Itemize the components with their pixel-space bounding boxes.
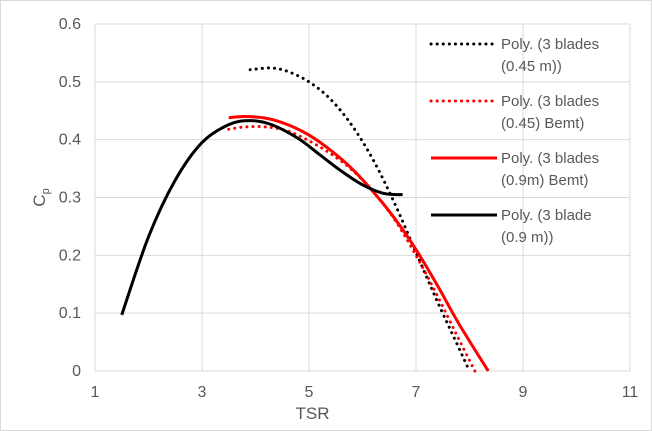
series-line-1: [248, 66, 471, 373]
y-axis-title-subscript: p: [40, 188, 52, 194]
y-tick-label: 0.6: [59, 16, 81, 33]
y-tick-label: 0.3: [59, 190, 81, 207]
y-tick-label: 0.5: [59, 74, 81, 91]
legend-label-4: (0.9 m)): [501, 229, 554, 246]
y-tick-label: 0.1: [59, 305, 81, 322]
series-line-3: [228, 115, 490, 372]
x-tick-label: 1: [91, 384, 100, 401]
legend-label-2: Poly. (3 blades: [501, 93, 599, 110]
legend-label-3: Poly. (3 blades: [501, 150, 599, 167]
legend-label-3: (0.9m) Bemt): [501, 172, 589, 189]
y-tick-label: 0: [72, 363, 81, 380]
x-axis-title: TSR: [296, 404, 330, 423]
y-axis-title-main: C: [30, 194, 49, 206]
x-tick-label: 9: [519, 384, 528, 401]
series-group: [120, 66, 490, 373]
series-line-2: [227, 125, 477, 373]
legend: Poly. (3 blades (0.45 m)) Poly. (3 blades (…: [429, 36, 599, 246]
axes: 0 0.1 0.2 0.3 0.4 0.5 0.6 1 3 5 7 9 11: [59, 16, 639, 401]
legend-label-1: Poly. (3 blades: [501, 36, 599, 53]
y-axis-title: Cp: [30, 188, 52, 206]
x-tick-label: 7: [412, 384, 421, 401]
x-tick-label: 5: [305, 384, 314, 401]
x-tick-label: 11: [622, 384, 639, 401]
y-tick-label: 0.4: [59, 132, 81, 149]
x-tick-label: 3: [198, 384, 207, 401]
y-tick-label: 0.2: [59, 247, 81, 264]
legend-label-2: (0.45) Bemt): [501, 115, 584, 132]
gridlines: [94, 23, 631, 372]
legend-label-4: Poly. (3 blade: [501, 207, 592, 224]
series-line-4: [120, 119, 403, 316]
legend-label-1: (0.45 m)): [501, 58, 562, 75]
